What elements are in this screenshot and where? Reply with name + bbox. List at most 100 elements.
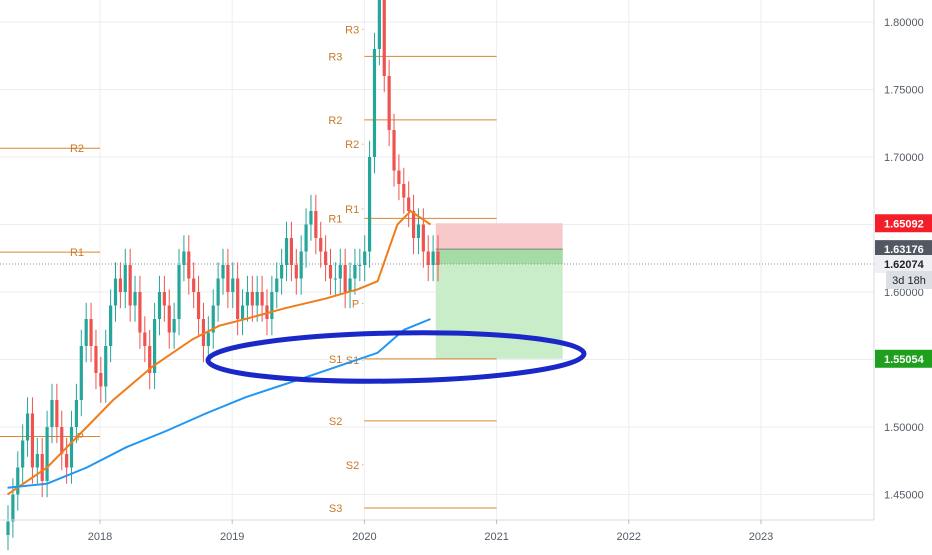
candle-body[interactable] <box>353 265 357 279</box>
candle-body[interactable] <box>16 467 20 495</box>
time-tick-label: 2023 <box>749 531 773 543</box>
candle-body[interactable] <box>240 305 245 320</box>
candle-body[interactable] <box>21 440 25 468</box>
candle-body[interactable] <box>358 265 362 266</box>
candle-body[interactable] <box>167 305 171 333</box>
candle-body[interactable] <box>328 265 333 279</box>
candle-body[interactable] <box>367 157 372 252</box>
candle-body[interactable] <box>99 373 103 387</box>
candle-body[interactable] <box>30 413 35 468</box>
candle-body[interactable] <box>431 251 435 266</box>
candle-body[interactable] <box>148 346 152 373</box>
candle-body[interactable] <box>250 292 254 306</box>
pivot-label-p: P <box>352 298 359 310</box>
candle-body[interactable] <box>333 278 337 280</box>
candle-body[interactable] <box>226 265 230 292</box>
candle-body[interactable] <box>221 265 225 279</box>
candle-body[interactable] <box>255 292 259 306</box>
candle-body[interactable] <box>187 251 191 279</box>
candle-body[interactable] <box>236 278 240 320</box>
candle-body[interactable] <box>436 251 440 266</box>
candle-body[interactable] <box>206 332 210 347</box>
candle-body[interactable] <box>143 332 147 347</box>
candle-body[interactable] <box>309 211 313 225</box>
candle-body[interactable] <box>11 494 15 522</box>
candle-body[interactable] <box>416 224 421 239</box>
candle-body[interactable] <box>275 278 279 293</box>
candle-body[interactable] <box>157 292 162 319</box>
candle-body[interactable] <box>45 427 49 481</box>
candle-body[interactable] <box>60 427 64 454</box>
candle-body[interactable] <box>113 278 118 306</box>
candle-body[interactable] <box>314 211 318 238</box>
annotations <box>205 330 587 384</box>
candle-body[interactable] <box>280 265 284 279</box>
candle-body[interactable] <box>128 265 132 306</box>
candle-body[interactable] <box>69 427 74 468</box>
time-axis[interactable]: 2018 2019 2020 2021 2022 2023 <box>0 519 874 543</box>
candles[interactable] <box>6 0 440 552</box>
candle-body[interactable] <box>421 224 425 252</box>
candle-body[interactable] <box>348 278 352 293</box>
candle-body[interactable] <box>392 130 396 171</box>
candle-body[interactable] <box>152 319 157 373</box>
candle-body[interactable] <box>109 305 113 347</box>
candle-body[interactable] <box>372 49 377 157</box>
candle-body[interactable] <box>25 413 30 441</box>
price-tick-label: 1.60000 <box>884 287 924 299</box>
candle-body[interactable] <box>377 0 381 49</box>
candle-body[interactable] <box>196 292 201 319</box>
candle-body[interactable] <box>407 197 411 212</box>
candle-body[interactable] <box>104 346 108 387</box>
candle-body[interactable] <box>245 292 250 306</box>
candle-body[interactable] <box>387 76 391 130</box>
candle-body[interactable] <box>319 238 323 252</box>
candle-body[interactable] <box>65 454 69 468</box>
candle-body[interactable] <box>289 238 294 265</box>
candle-body[interactable] <box>382 0 386 76</box>
candle-body[interactable] <box>192 278 196 293</box>
candle-body[interactable] <box>138 292 142 333</box>
candle-body[interactable] <box>338 265 342 279</box>
candle-body[interactable] <box>40 454 44 481</box>
candle-body[interactable] <box>50 400 54 427</box>
candle-body[interactable] <box>133 292 137 306</box>
candle-body[interactable] <box>55 400 59 427</box>
countdown-badge <box>886 271 932 290</box>
candle-body[interactable] <box>411 211 416 238</box>
candle-body[interactable] <box>324 251 328 266</box>
candle-body[interactable] <box>182 251 186 266</box>
pivot-label-r1: R1 <box>345 204 359 216</box>
candle-body[interactable] <box>211 305 215 333</box>
candle-body[interactable] <box>343 265 347 292</box>
candle-body[interactable] <box>162 292 166 306</box>
candle-body[interactable] <box>74 400 79 427</box>
candle-body[interactable] <box>270 292 274 319</box>
candle-body[interactable] <box>177 265 181 319</box>
candle-body[interactable] <box>89 319 93 346</box>
price-axis[interactable]: 1.450001.500001.550001.600001.650001.700… <box>873 0 932 520</box>
candle-body[interactable] <box>79 346 83 400</box>
candle-body[interactable] <box>299 251 303 279</box>
candle-body[interactable] <box>363 251 367 266</box>
candle-body[interactable] <box>260 292 264 306</box>
pivot-label-s1: S1 <box>329 354 342 366</box>
candle-body[interactable] <box>201 319 206 346</box>
candle-body[interactable] <box>294 265 298 279</box>
candle-body[interactable] <box>231 278 235 293</box>
candle-body[interactable] <box>84 319 88 346</box>
candle-body[interactable] <box>123 265 127 292</box>
candle-body[interactable] <box>426 251 430 266</box>
candle-body[interactable] <box>172 319 176 333</box>
candle-body[interactable] <box>216 278 220 306</box>
candle-body[interactable] <box>35 454 39 468</box>
candle-body[interactable] <box>284 238 289 265</box>
candle-body[interactable] <box>94 346 98 373</box>
candle-body[interactable] <box>397 170 401 185</box>
candle-body[interactable] <box>6 521 10 536</box>
candle-body[interactable] <box>402 184 406 198</box>
candle-body[interactable] <box>118 278 122 293</box>
candle-body[interactable] <box>304 224 308 252</box>
